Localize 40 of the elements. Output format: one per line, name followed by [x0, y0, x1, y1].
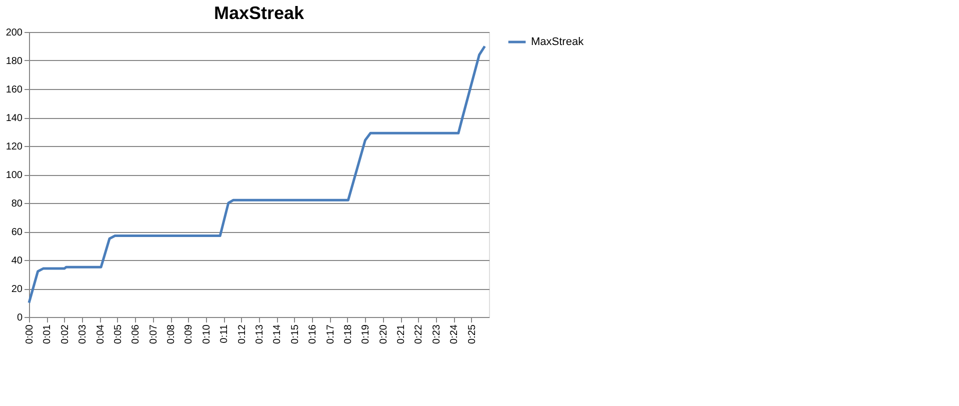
x-tick-label: 0:13: [254, 324, 266, 344]
y-tick-label: 120: [6, 142, 23, 152]
x-tick-label: 0:18: [342, 324, 354, 344]
y-tick-label: 180: [6, 56, 23, 67]
y-tick-label: 20: [11, 284, 23, 295]
x-tick-label: 0:22: [414, 324, 425, 344]
y-tick-label: 0: [16, 312, 23, 324]
x-tick-label: 0:23: [431, 324, 442, 344]
legend-label: MaxStreak: [531, 36, 584, 48]
y-tick-label: 40: [11, 256, 23, 266]
x-tick-label: 0:16: [308, 324, 319, 344]
x-tick-label: 0:04: [95, 324, 106, 344]
x-tick-label: 0:10: [201, 324, 212, 344]
y-tick-label: 60: [11, 227, 23, 238]
x-tick-label: 0:12: [236, 324, 248, 344]
x-tick-label: 0:05: [112, 324, 124, 344]
x-tick-label: 0:08: [166, 324, 178, 344]
x-tick-label: 0:25: [466, 324, 478, 344]
y-tick-label: 200: [6, 28, 23, 38]
y-tick-label: 80: [11, 198, 23, 210]
x-tick-label: 0:19: [360, 324, 372, 344]
x-tick-label: 0:03: [78, 324, 89, 344]
x-tick-label: 0:14: [272, 324, 284, 344]
chart-title: MaxStreak: [214, 3, 306, 23]
x-tick-label: 0:21: [396, 324, 408, 344]
x-tick-label: 0:17: [325, 324, 336, 344]
y-tick-label: 140: [6, 113, 23, 124]
x-tick-label: 0:20: [378, 324, 390, 344]
x-tick-label: 0:15: [290, 324, 301, 344]
x-tick-label: 0:00: [24, 324, 36, 344]
x-tick-label: 0:07: [148, 324, 160, 344]
x-tick-label: 0:11: [219, 324, 230, 344]
x-tick-label: 0:06: [130, 324, 142, 344]
line-series: [28, 45, 486, 304]
x-tick-label: 0:09: [184, 324, 195, 344]
x-tick-label: 0:02: [60, 324, 71, 344]
y-tick-label: 160: [6, 84, 23, 96]
y-tick-label: 100: [6, 170, 23, 181]
x-tick-label: 0:01: [42, 324, 54, 344]
x-tick-label: 0:24: [449, 324, 460, 344]
